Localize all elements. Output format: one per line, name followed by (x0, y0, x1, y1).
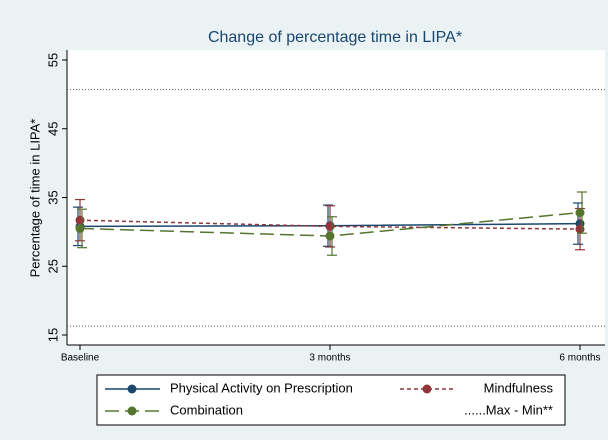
y-axis-label: Percentage of time in LIPA* (27, 119, 42, 278)
point (325, 231, 335, 241)
legend-label: Mindfulness (484, 380, 554, 395)
legend-label: Combination (170, 402, 243, 417)
legend-label: Physical Activity on Prescription (170, 380, 353, 395)
point (575, 224, 585, 234)
point (575, 208, 585, 218)
x-tick-label: 6 months (559, 353, 600, 364)
plot-area (67, 50, 605, 345)
y-tick-label: 15 (45, 328, 60, 342)
legend-label: ......Max - Min** (464, 402, 553, 417)
y-tick-label: 45 (45, 122, 60, 136)
legend (96, 374, 566, 426)
legend-marker (127, 406, 137, 416)
x-tick-label: 3 months (309, 353, 350, 364)
chart-title: Change of percentage time in LIPA* (208, 29, 462, 46)
y-tick-label: 35 (45, 190, 60, 204)
legend-marker (127, 384, 137, 394)
x-tick-label: Baseline (61, 353, 100, 364)
series-line (79, 219, 581, 230)
y-tick-label: 55 (45, 53, 60, 67)
legend-marker (422, 384, 432, 394)
point (325, 221, 335, 231)
y-tick-label: 25 (45, 259, 60, 273)
point (75, 215, 85, 225)
point (75, 223, 85, 233)
